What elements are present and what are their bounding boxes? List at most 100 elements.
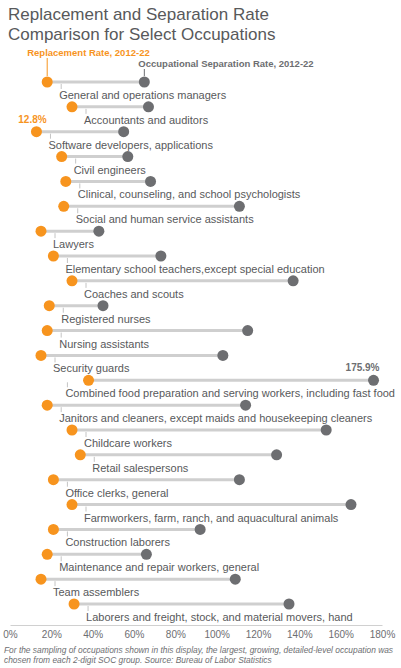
dot (271, 449, 282, 460)
category-label: Lawyers (53, 238, 94, 250)
leader (75, 159, 76, 164)
category-label: Combined food preparation and serving wo… (65, 387, 395, 399)
category-label: Software developers, applications (48, 139, 213, 151)
labels: General and operations managersAccountan… (18, 47, 395, 623)
dot (67, 499, 78, 510)
connector (74, 603, 289, 606)
data-label: 12.8% (18, 114, 46, 125)
data-label: 175.9% (346, 362, 380, 373)
dot (60, 176, 71, 187)
leader (86, 283, 87, 288)
category-label: Elementary school teachers,except specia… (65, 263, 324, 275)
dot (240, 400, 251, 411)
dot (36, 226, 47, 237)
tick: 140% (287, 625, 313, 640)
leader (63, 308, 64, 313)
tick-label: 140% (287, 629, 313, 640)
dot (44, 300, 55, 311)
plot-area (31, 77, 379, 610)
tick-label: 100% (204, 629, 230, 640)
note: For the sampling of occupations shown in… (4, 645, 398, 665)
category-label: Clinical, counseling, and school psychol… (78, 188, 301, 200)
tick-label: 160% (328, 629, 354, 640)
leader (61, 556, 62, 561)
dot (42, 400, 53, 411)
category-label: Farmworkers, farm, ranch, and aquacultur… (84, 512, 339, 524)
tick: 120% (246, 625, 272, 640)
leader (94, 457, 95, 462)
category-label: Construction laborers (65, 536, 170, 548)
leader (67, 382, 68, 387)
category-label: Office clerks, general (65, 487, 168, 499)
category-label: Nursing assistants (59, 338, 149, 350)
tick: 100% (204, 625, 230, 640)
dot (67, 425, 78, 436)
dot (234, 474, 245, 485)
category-label: Janitors and cleaners, except maids and … (59, 412, 373, 424)
tick: 40% (83, 625, 103, 640)
tick: 60% (124, 625, 144, 640)
category-label: Childcare workers (84, 437, 173, 449)
dot (145, 176, 156, 187)
leader (86, 507, 87, 512)
leader (55, 233, 56, 238)
dot (122, 151, 133, 162)
dot (288, 275, 299, 286)
dot (56, 151, 67, 162)
dot (234, 201, 245, 212)
tick-label: 80% (166, 629, 186, 640)
dot (48, 524, 59, 535)
dot (346, 499, 357, 510)
leader (50, 134, 51, 139)
dot (75, 449, 86, 460)
connector (72, 429, 326, 432)
leader (86, 109, 87, 114)
dot (93, 226, 104, 237)
category-label: Laborers and freight, stock, and materia… (86, 611, 353, 623)
connector (53, 478, 239, 481)
x-axis: 0% 20% 40% 60% 80% 100% 120% 140% 160% 180% (3, 625, 395, 640)
tick: 80% (166, 625, 186, 640)
leader (77, 208, 78, 213)
connector (80, 453, 276, 456)
leader (61, 333, 62, 338)
legend-label: Occupational Separation Rate, 2012-22 (138, 58, 313, 69)
connector (66, 180, 151, 183)
chart: General and operations managersAccountan… (0, 0, 401, 668)
leader (67, 482, 68, 487)
category-label: Coaches and scouts (84, 288, 184, 300)
connector (64, 205, 240, 208)
dot (69, 599, 80, 610)
dot (321, 425, 332, 436)
dot (284, 599, 295, 610)
tick-label: 0% (3, 629, 18, 640)
legend-leader (144, 69, 145, 76)
legend-label: Replacement Rate, 2012-22 (27, 47, 150, 58)
axis-line (11, 625, 383, 626)
leader (55, 357, 56, 362)
dot (58, 201, 69, 212)
category-label: General and operations managers (59, 89, 226, 101)
category-label: Team assemblers (53, 586, 140, 598)
category-label: Retail salespersons (92, 462, 188, 474)
tick: 180% (370, 625, 396, 640)
dot (139, 77, 150, 88)
tick-label: 20% (42, 629, 62, 640)
connector (47, 404, 245, 407)
connector (72, 503, 351, 506)
dot (67, 275, 78, 286)
dot (67, 101, 78, 112)
connector (62, 155, 128, 158)
legend-leader (47, 58, 48, 76)
dot (118, 126, 129, 137)
tick: 0% (3, 625, 18, 640)
connector (36, 130, 123, 133)
category-label: Maintenance and repair workers, general (59, 561, 259, 573)
connector (53, 528, 200, 531)
connector (89, 379, 374, 382)
connector (41, 578, 235, 581)
dot (217, 350, 228, 361)
tick: 160% (328, 625, 354, 640)
leader (88, 606, 89, 611)
dot (31, 126, 42, 137)
